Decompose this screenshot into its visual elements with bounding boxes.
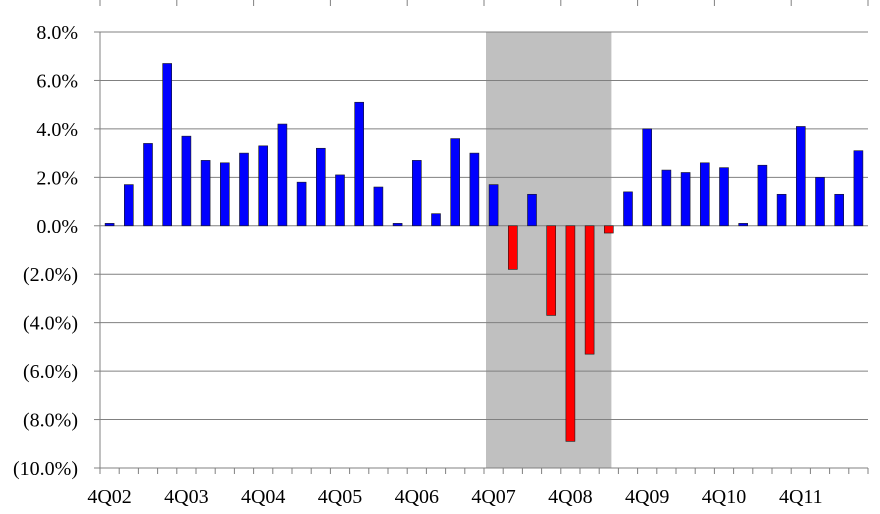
bar-2Q06 [373,186,384,227]
bar-1Q12 [815,177,825,227]
bar-3Q11 [776,193,787,227]
y-tick-label: (10.0%) [13,458,78,480]
y-gridlines [99,0,869,469]
y-tick-label: 4.0% [36,119,78,141]
bar-4Q03 [181,135,192,227]
x-tick-label: 4Q03 [164,486,208,508]
bar-4Q02 [104,223,115,227]
bar-4Q10 [719,167,729,227]
bar-2Q10 [680,172,691,227]
bar-1Q05 [277,123,288,227]
bar-1Q11 [738,223,749,227]
x-tick-label: 4Q06 [395,486,439,508]
bars [104,63,864,442]
bar-2Q05 [296,181,307,227]
y-tick-label: 2.0% [36,167,78,189]
x-tick-label: 4Q02 [87,486,131,508]
bar-3Q04 [239,152,249,227]
bar-3Q05 [315,147,326,227]
bar-2Q08 [527,193,537,227]
bar-2Q07 [450,138,461,227]
bar-1Q04 [200,160,211,227]
bar-3Q10 [699,162,710,227]
y-tick-label: 0.0% [36,216,78,238]
x-tick-label: 4Q04 [241,486,285,508]
x-tick-labels: 4Q02 4Q03 4Q04 4Q05 4Q06 4Q07 4Q08 4Q09 4Q10 4Q11 [87,486,822,508]
x-tick-label: 4Q07 [471,486,515,508]
bar-2Q03 [143,143,153,227]
bar-1Q03 [124,184,134,227]
bar-4Q09 [642,128,653,227]
bar-3Q08 [546,225,557,316]
bar-2Q11 [757,164,768,227]
bar-4Q04 [258,145,269,227]
y-tick-label: 6.0% [36,70,78,92]
y-tick-labels: 8.0% 6.0% 4.0% 2.0% 0.0% (2.0%) (4.0%) (6.0%) (8… [13,22,78,480]
y-tick-label: (4.0%) [23,313,78,335]
x-tick-label: 4Q11 [779,486,823,508]
bar-3Q07 [469,152,480,227]
bar-1Q08 [507,225,518,270]
y-tick-label: (8.0%) [23,410,78,432]
x-tick-label: 4Q08 [548,486,592,508]
x-tick-label: 4Q05 [318,486,362,508]
bar-3Q03 [162,63,172,227]
bar-3Q12 [853,150,864,227]
bar-3Q06 [392,223,403,227]
bar-1Q09 [584,225,595,355]
bar-1Q10 [661,169,672,227]
bar-4Q11 [795,126,806,227]
bar-4Q07 [488,184,499,227]
bar-1Q07 [431,213,441,227]
bar-2Q04 [220,162,230,227]
bar-1Q06 [354,101,365,227]
bar-4Q05 [335,174,345,227]
bar-2Q09 [603,225,614,234]
bar-3Q09 [623,191,633,227]
bar-4Q08 [565,225,576,442]
bar-4Q06 [411,160,422,227]
y-tick-label: (6.0%) [23,361,78,383]
y-tick-label: 8.0% [36,22,78,44]
y-tick-label: (2.0%) [23,264,78,286]
axes [94,31,869,474]
bar-2Q12 [834,193,845,227]
x-tick-label: 4Q10 [702,486,746,508]
x-tick-label: 4Q09 [625,486,669,508]
